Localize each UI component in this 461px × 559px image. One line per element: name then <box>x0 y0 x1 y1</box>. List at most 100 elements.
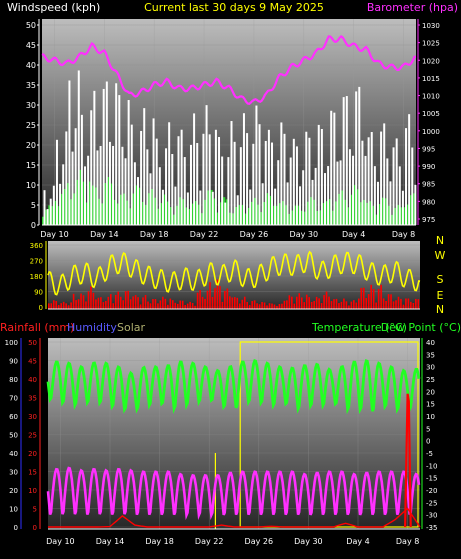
wind-bar <box>105 81 108 226</box>
wind-bar <box>286 182 289 225</box>
direction-gust-bar <box>390 294 392 309</box>
direction-gust-bar <box>375 302 377 309</box>
rain-tick-label: 20 <box>28 450 37 458</box>
compass-label: N <box>436 234 444 247</box>
wind-bar <box>65 131 68 225</box>
wind-tick-label: 50 <box>26 21 36 30</box>
rain-tick-label: 25 <box>28 432 37 440</box>
gust-bar <box>172 214 176 225</box>
header-current-label: Current last 30 days 9 May 2025 <box>144 1 324 14</box>
wind-bar <box>348 149 351 225</box>
humidity-tick-label: 50 <box>9 432 18 440</box>
wind-bar <box>168 122 171 225</box>
direction-gust-bar <box>310 301 313 309</box>
direction-gust-bar <box>48 303 50 309</box>
wind-bar <box>246 133 249 225</box>
gust-bar <box>406 204 410 225</box>
direction-gust-bar <box>405 298 407 309</box>
gust-bar <box>378 204 382 225</box>
temp-tick-label: -30 <box>426 512 437 520</box>
gust-bar <box>48 205 51 225</box>
compass-label: W <box>435 249 446 262</box>
gust-bar <box>126 200 129 225</box>
direction-gust-bar <box>152 299 154 309</box>
solar-axis-label: Solar <box>117 321 146 334</box>
temp-tick-label: 10 <box>426 413 435 421</box>
wind-bar <box>355 91 358 225</box>
direction-gust-bar <box>90 286 92 309</box>
rain-tick-label: 30 <box>28 413 37 421</box>
direction-gust-bar <box>231 297 234 309</box>
direction-gust-bar <box>377 288 380 309</box>
wind-bar <box>283 133 286 225</box>
gust-bar <box>85 202 89 225</box>
direction-gust-bar <box>350 301 353 309</box>
wind-bar <box>62 164 65 225</box>
direction-gust-bar <box>87 291 90 309</box>
direction-gust-bar <box>105 300 107 309</box>
direction-gust-bar <box>291 296 293 309</box>
rain-x-label: Day 10 <box>46 537 75 546</box>
gust-bar <box>338 193 341 225</box>
direction-gust-bar <box>164 298 167 309</box>
direction-gust-bar <box>278 303 281 309</box>
humidity-tick-label: 30 <box>9 469 18 477</box>
temp-tick-label: -5 <box>426 450 433 458</box>
temp-tick-label: -20 <box>426 487 437 495</box>
humidity-axis-label: Humidity <box>67 321 117 334</box>
gust-bar <box>151 189 154 225</box>
direction-gust-bar <box>67 305 70 309</box>
compass-label: E <box>437 289 444 302</box>
direction-gust-bar <box>97 297 100 309</box>
direction-gust-bar <box>122 300 124 309</box>
wind-x-label: Day 14 <box>90 230 119 239</box>
gust-bar <box>166 201 170 225</box>
direction-gust-bar <box>308 297 310 309</box>
direction-gust-bar <box>246 301 248 309</box>
wind-bar <box>161 189 164 225</box>
gust-bar <box>381 197 385 225</box>
wind-tick-label: 35 <box>26 81 36 90</box>
gust-bar <box>263 202 266 225</box>
direction-gust-bar <box>360 287 363 309</box>
direction-gust-bar <box>293 303 296 309</box>
rain-tick-label: 10 <box>28 487 37 495</box>
direction-gust-bar <box>85 301 87 309</box>
wind-bar <box>414 184 417 225</box>
wind-x-label: Day 30 <box>290 230 319 239</box>
gust-bar <box>334 201 338 225</box>
rain-x-label: Day 30 <box>294 537 323 546</box>
gust-bar <box>197 204 201 225</box>
direction-gust-bar <box>194 305 196 309</box>
gust-bar <box>247 207 251 225</box>
gust-bar <box>391 214 394 225</box>
humidity-tick-label: 100 <box>5 339 18 347</box>
gust-bar <box>157 208 160 225</box>
wind-bar <box>77 70 80 226</box>
direction-gust-bar <box>119 296 122 309</box>
direction-gust-bar <box>209 282 211 309</box>
gust-bar <box>278 203 282 225</box>
direction-gust-bar <box>355 302 358 309</box>
wind-bar <box>336 161 339 225</box>
wind-bar <box>236 195 239 225</box>
direction-gust-bar <box>286 300 288 309</box>
barometer-tick-label: 1010 <box>422 93 440 101</box>
gust-bar <box>316 210 319 225</box>
rain-tick-label: 35 <box>28 395 37 403</box>
gust-bar <box>144 205 148 225</box>
gust-bar <box>303 211 307 225</box>
direction-gust-bar <box>241 299 244 309</box>
direction-gust-bar <box>367 294 370 309</box>
gust-bar <box>403 207 407 225</box>
direction-gust-bar <box>117 291 120 309</box>
gust-bar <box>129 208 132 225</box>
direction-gust-bar <box>402 304 405 309</box>
wind-bar <box>327 166 330 225</box>
wind-bar <box>214 129 217 225</box>
temp-tick-label: 0 <box>426 438 430 446</box>
wind-bar <box>140 130 143 225</box>
gust-bar <box>107 177 110 225</box>
gust-bar <box>294 205 297 225</box>
direction-gust-bar <box>92 292 95 309</box>
